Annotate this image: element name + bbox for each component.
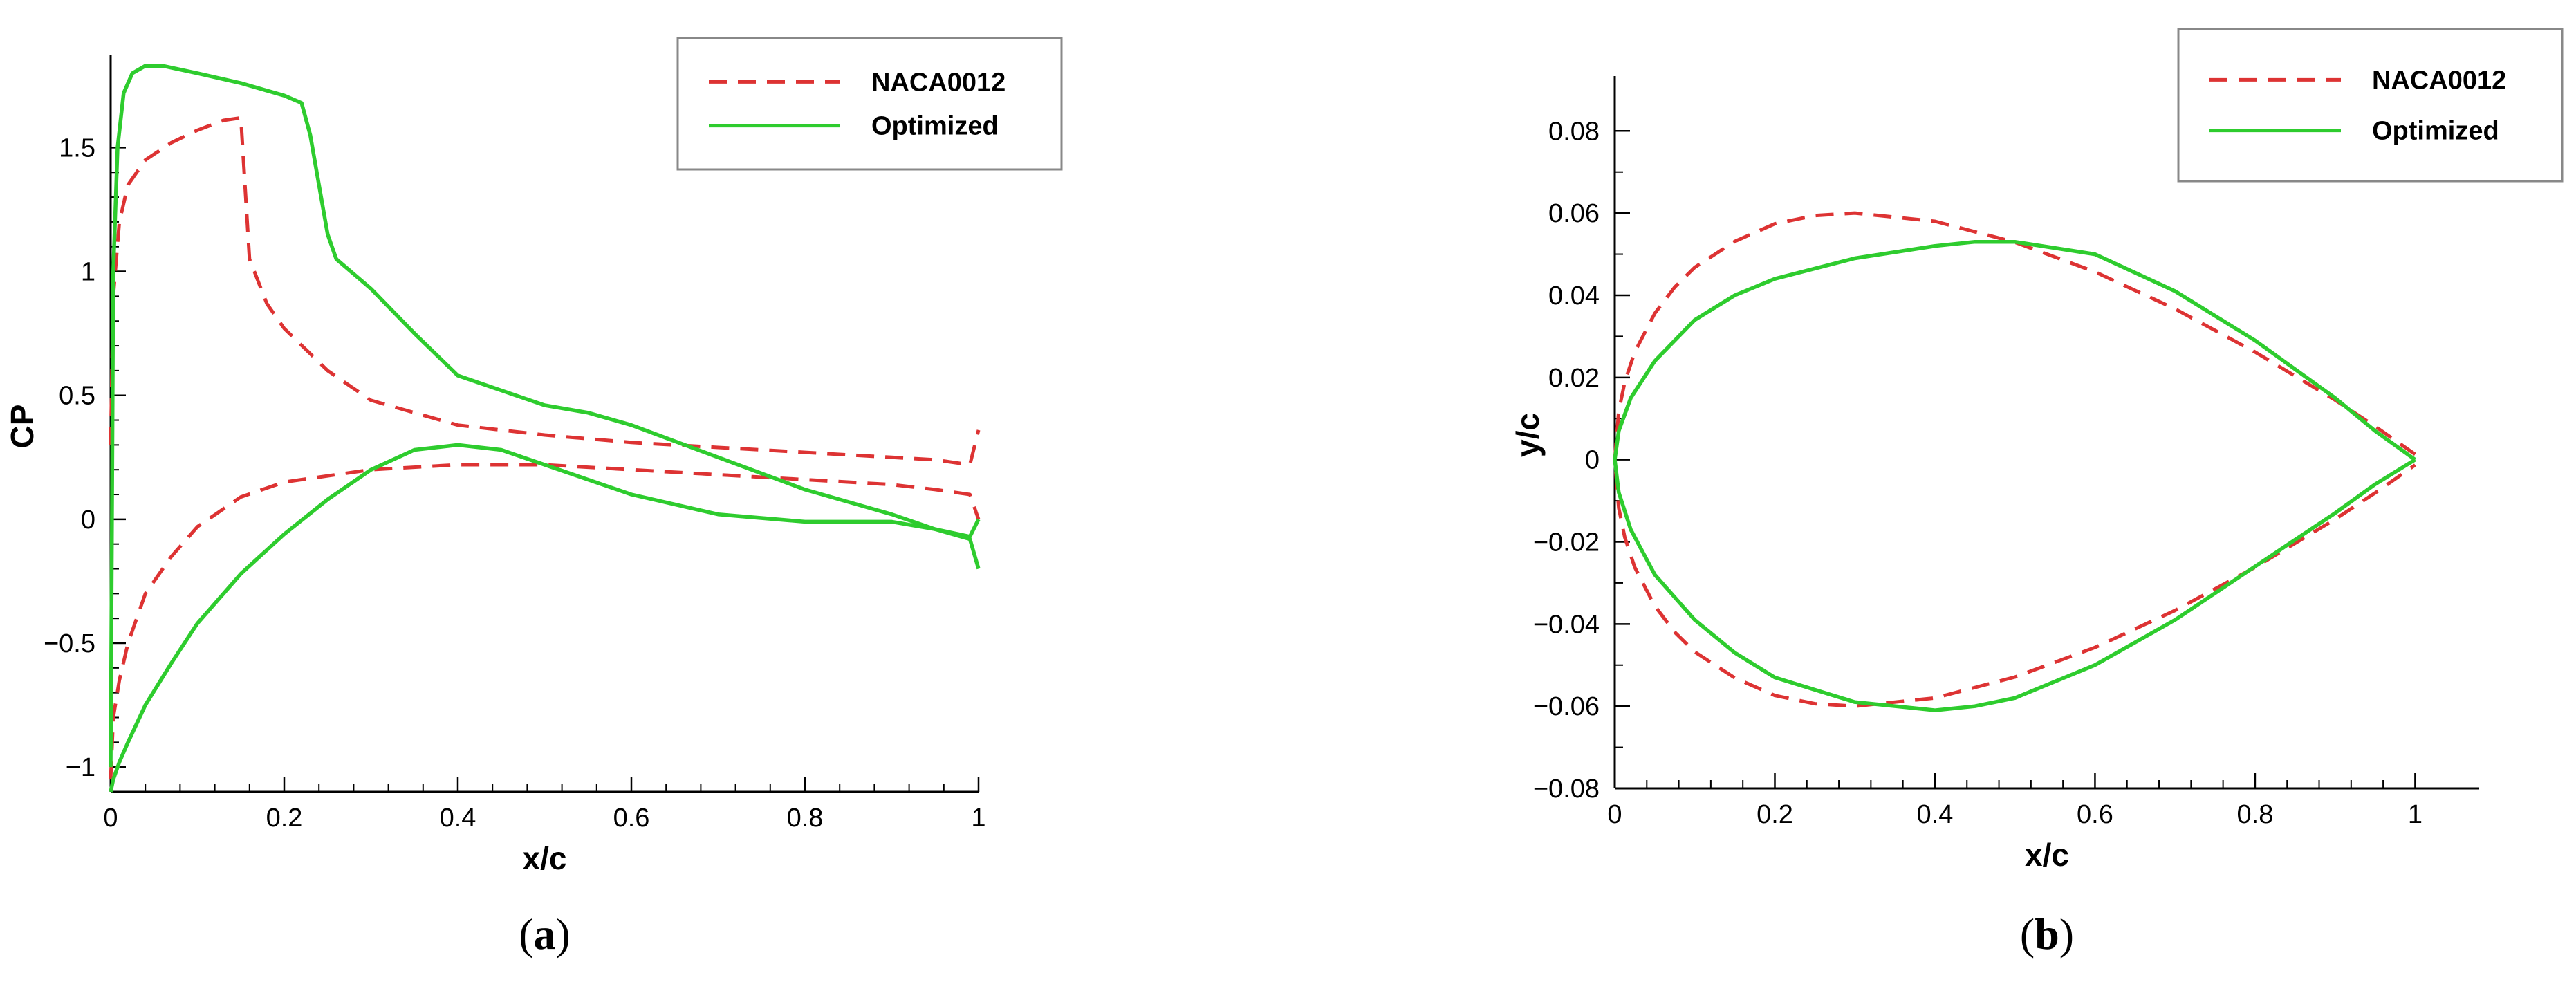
x-tick-label: 0.8 [2237, 800, 2274, 829]
y-tick-label: −0.02 [1533, 528, 1600, 557]
y-axis-title: y/c [1510, 413, 1546, 457]
x-tick-label: 0.4 [440, 804, 476, 833]
legend-box [2177, 28, 2564, 183]
x-tick-label: 0.4 [1917, 800, 1954, 829]
x-tick-label: 0.8 [787, 804, 824, 833]
series-line-optimized [1613, 239, 2417, 712]
y-tick-label: −0.08 [1533, 775, 1600, 804]
x-tick-label: 1 [971, 804, 985, 833]
chart-a: 0 0.2 0.4 0.6 0.8 1 −1 −0.5 0 0.5 1 1.5 x/c CP NACA001… [4, 37, 1063, 959]
y-tick-label: −0.06 [1533, 692, 1600, 721]
x-tick-label: 1 [2408, 800, 2422, 829]
y-tick-label: 0.06 [1548, 199, 1600, 228]
y-tick-label: 0 [81, 506, 95, 535]
y-axis-title: CP [4, 405, 40, 449]
x-tick-label: 0.6 [613, 804, 650, 833]
chart-b: 0 0.2 0.4 0.6 0.8 1 −0.08 −0.06 −0.04 −0.02 0 0.02 0… [1510, 28, 2564, 959]
x-tick-label: 0 [1607, 800, 1622, 829]
y-tick-label: 0 [1585, 446, 1600, 475]
series-line-optimized [109, 64, 981, 768]
legend-label: Optimized [2372, 117, 2499, 146]
x-tick-label: 0.2 [1757, 800, 1793, 829]
legend-box [676, 37, 1063, 171]
x-axis-title: x/c [523, 840, 567, 876]
legend-label: Optimized [871, 112, 999, 141]
y-tick-label: 0.04 [1548, 281, 1600, 311]
x-axis-title: x/c [2025, 837, 2069, 873]
subfigure-caption: (a) [519, 909, 571, 959]
y-tick-label: −0.04 [1533, 610, 1600, 639]
subfigure-caption: (b) [2020, 909, 2074, 959]
y-tick-label: 0.02 [1548, 364, 1600, 393]
y-tick-label: 0.5 [59, 382, 95, 411]
legend-label: NACA0012 [871, 68, 1006, 97]
series-line-naca0012 [109, 463, 981, 780]
y-tick-label: −0.5 [44, 629, 95, 658]
x-tick-label: 0.6 [2077, 800, 2113, 829]
series-line-optimized [109, 443, 981, 793]
x-tick-label: 0 [103, 804, 118, 833]
x-tick-label: 0.2 [266, 804, 303, 833]
legend-label: NACA0012 [2372, 66, 2506, 95]
y-tick-label: −1 [66, 753, 95, 782]
y-tick-label: 1 [81, 258, 95, 287]
y-tick-label: 1.5 [59, 133, 95, 163]
series-line-naca0012 [1613, 211, 2416, 708]
y-tick-label: 0.08 [1548, 117, 1600, 146]
series-line-naca0012 [109, 115, 981, 467]
